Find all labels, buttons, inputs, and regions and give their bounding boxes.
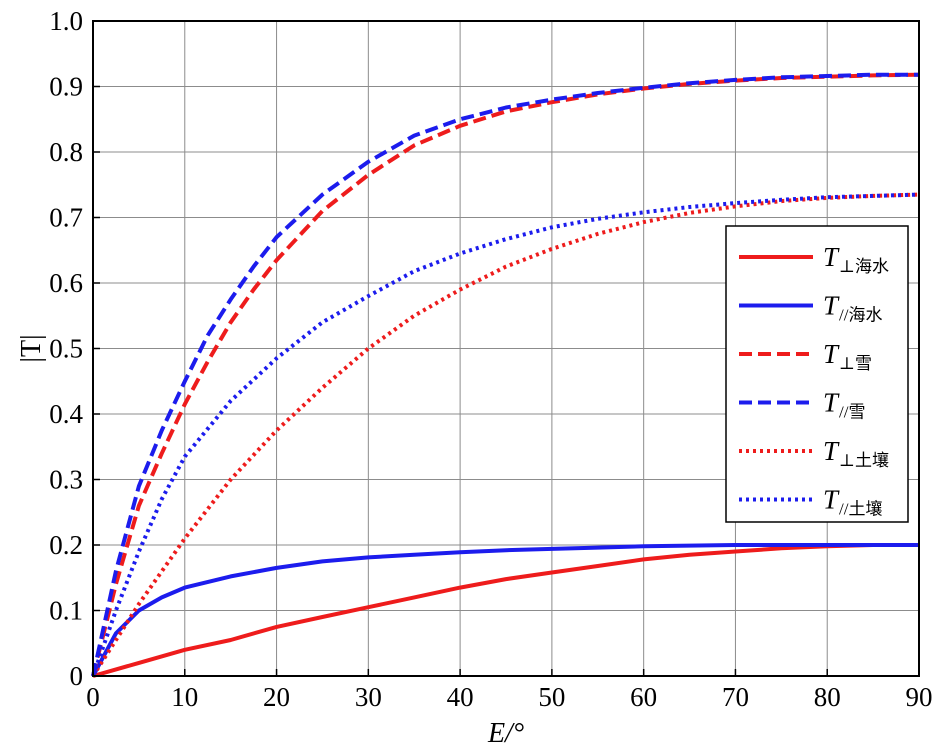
legend-entry-4: T⊥土壤 <box>823 436 889 470</box>
series-line-3 <box>91 72 919 677</box>
legend-subscript: //雪 <box>839 403 865 422</box>
legend-subscript: ⊥土壤 <box>839 450 889 470</box>
x-tick-label: 40 <box>447 682 474 712</box>
y-tick-label: 0.6 <box>49 268 83 298</box>
legend-entry-0: T⊥海水 <box>823 242 889 276</box>
legend-symbol: T <box>823 291 840 321</box>
series-line-2 <box>91 72 920 677</box>
y-tick-label: 0.3 <box>49 465 83 495</box>
y-axis-label: |T| <box>16 334 47 362</box>
y-tick-label: 0.4 <box>49 399 83 429</box>
x-tick-label: 70 <box>722 682 749 712</box>
x-tick-label: 50 <box>538 682 565 712</box>
legend-entry-1: T//海水 <box>823 291 882 325</box>
x-tick-label: 10 <box>171 682 198 712</box>
x-axis-label: E/° <box>487 718 524 749</box>
y-tick-label: 1.0 <box>49 6 83 36</box>
legend-box <box>725 225 909 523</box>
series-line-0 <box>92 543 919 678</box>
x-tick-label: 80 <box>814 682 841 712</box>
axis-ticks: 0 10 20 30 40 50 60 70 80 90 0 0.1 0.2 0.3 0.4 0.5 0.6 0.… <box>49 6 932 712</box>
x-tick-label: 60 <box>630 682 657 712</box>
legend-symbol: T <box>823 242 840 272</box>
series-line-1 <box>91 543 919 677</box>
y-tick-label: 0.9 <box>49 72 83 102</box>
legend: T⊥海水T//海水T⊥雪T//雪T⊥土壤T//土壤 <box>725 225 909 523</box>
legend-entry-3: T//雪 <box>823 388 865 422</box>
x-tick-label: 20 <box>263 682 290 712</box>
legend-subscript: ⊥海水 <box>839 257 889 276</box>
legend-entry-2: T⊥雪 <box>823 339 872 373</box>
y-tick-label: 0.5 <box>49 334 83 364</box>
y-tick-label: 0 <box>70 661 84 691</box>
legend-subscript: //土壤 <box>839 499 882 519</box>
series-line-5 <box>91 192 920 677</box>
series-lines <box>91 72 920 678</box>
legend-symbol: T <box>823 485 840 515</box>
y-tick-label: 0.7 <box>49 203 83 233</box>
y-tick-label: 0.2 <box>49 530 83 560</box>
y-tick-label: 0.1 <box>49 596 83 626</box>
legend-subscript: //海水 <box>839 306 882 325</box>
legend-subscript: ⊥雪 <box>839 354 872 373</box>
legend-symbol: T <box>823 388 840 418</box>
x-tick-label: 0 <box>86 682 100 712</box>
x-tick-label: 30 <box>355 682 382 712</box>
legend-entry-5: T//土壤 <box>823 485 882 519</box>
legend-symbol: T <box>823 436 840 466</box>
x-tick-label: 90 <box>906 682 933 712</box>
y-tick-label: 0.8 <box>49 137 83 167</box>
legend-symbol: T <box>823 339 840 369</box>
